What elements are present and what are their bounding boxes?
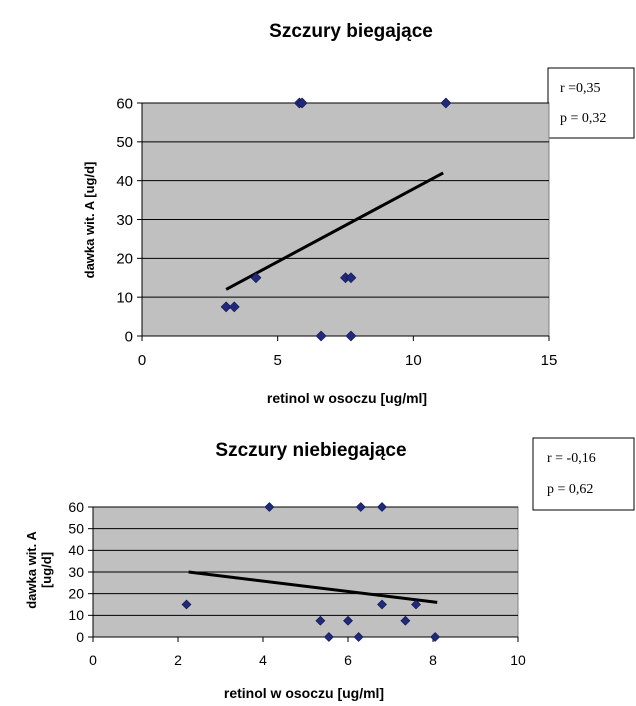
- x-tick-label: 5: [273, 352, 281, 369]
- data-point: [355, 502, 366, 512]
- data-point: [181, 599, 192, 610]
- chart-title: Szczury niebiegające: [215, 440, 406, 461]
- y-tick-label: 30: [68, 564, 84, 580]
- x-tick-label: 0: [138, 352, 146, 369]
- stats-box: r =0,35 p = 0,32: [547, 67, 635, 139]
- y-axis-label-line-2: [ug/d]: [39, 552, 54, 588]
- y-tick-label: 20: [68, 586, 84, 602]
- x-tick-label: 4: [259, 652, 267, 668]
- y-tick-label: 50: [68, 521, 84, 537]
- data-point: [411, 599, 421, 610]
- stats-box: r = -0,16 p = 0,62: [532, 437, 635, 511]
- chart-title: Szczury biegające: [269, 21, 433, 42]
- data-point: [264, 502, 275, 512]
- stat-r: r =0,35: [560, 81, 601, 96]
- x-tick-label: 15: [541, 352, 558, 369]
- x-tick-label: 10: [510, 652, 526, 668]
- data-point: [323, 632, 334, 642]
- data-point: [345, 330, 357, 342]
- y-tick-label: 50: [116, 134, 133, 151]
- y-tick-label: 60: [116, 95, 133, 112]
- y-tick-label: 0: [76, 629, 84, 645]
- stats-box-frame: [547, 67, 635, 139]
- x-tick-label: 6: [344, 652, 352, 668]
- y-tick-label: 20: [116, 251, 133, 268]
- y-axis-label-line-1: dawka wit. A: [24, 531, 39, 609]
- y-tick-label: 10: [68, 607, 84, 623]
- data-point: [353, 632, 364, 642]
- x-tick-label: 10: [405, 352, 422, 369]
- y-tick-label: 30: [116, 212, 133, 229]
- data-point: [220, 301, 232, 313]
- data-point: [228, 301, 240, 313]
- chart-non-running-rats: Szczury niebiegające r = -0,16 p = 0,62 …: [24, 437, 635, 701]
- trendline: [188, 570, 438, 604]
- y-tick-label: 60: [68, 499, 84, 515]
- data-point: [377, 599, 387, 610]
- x-axis-label: retinol w osoczu [ug/ml]: [267, 390, 427, 406]
- data-point: [296, 97, 308, 109]
- data-point: [345, 272, 357, 284]
- y-axis-label: dawka wit. A [ug/d]: [82, 162, 97, 279]
- chart-running-rats: Szczury biegające r =0,35 p = 0,32 dawka…: [82, 21, 635, 406]
- x-tick-label: 8: [429, 652, 437, 668]
- plot-area: 0 10 20 30 40 50 60 0 2 4 6 8 10: [68, 499, 526, 668]
- x-tick-label: 2: [174, 652, 182, 668]
- stat-r: r = -0,16: [547, 451, 596, 466]
- y-tick-label: 10: [116, 289, 133, 306]
- data-point: [377, 502, 387, 512]
- y-tick-label: 0: [125, 328, 133, 345]
- y-tick-label: 40: [116, 173, 133, 190]
- data-point: [315, 615, 326, 626]
- data-point: [250, 272, 262, 284]
- x-axis-label: retinol w osoczu [ug/ml]: [224, 685, 384, 701]
- data-point: [400, 615, 411, 626]
- stats-box-frame: [532, 437, 635, 511]
- data-point: [343, 615, 353, 626]
- y-tick-label: 40: [68, 542, 84, 558]
- stat-p: p = 0,32: [560, 111, 606, 126]
- stat-p: p = 0,62: [547, 482, 593, 497]
- data-point: [430, 632, 441, 642]
- data-point: [315, 330, 327, 342]
- data-point: [440, 97, 452, 109]
- x-tick-label: 0: [89, 652, 97, 668]
- trendline: [225, 171, 444, 291]
- plot-area: 0 10 20 30 40 50 60 0 5 10 15: [116, 95, 557, 369]
